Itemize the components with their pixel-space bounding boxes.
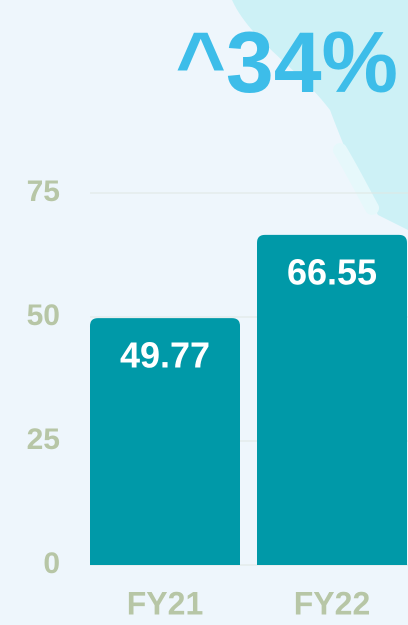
- value-label: 49.77: [120, 335, 210, 376]
- y-tick-label: 75: [27, 175, 60, 208]
- background-stroke: [333, 143, 379, 215]
- value-label: 66.55: [287, 251, 377, 292]
- y-tick-label: 50: [27, 299, 60, 332]
- background-shape: [232, 0, 408, 230]
- x-tick-label: FY22: [294, 585, 370, 621]
- x-tick-label: FY21: [127, 585, 203, 621]
- y-tick-label: 25: [27, 423, 60, 456]
- bar: [90, 318, 240, 565]
- chart-title: ^34%: [176, 15, 398, 111]
- bar: [257, 234, 407, 566]
- y-tick-label: 0: [43, 547, 60, 580]
